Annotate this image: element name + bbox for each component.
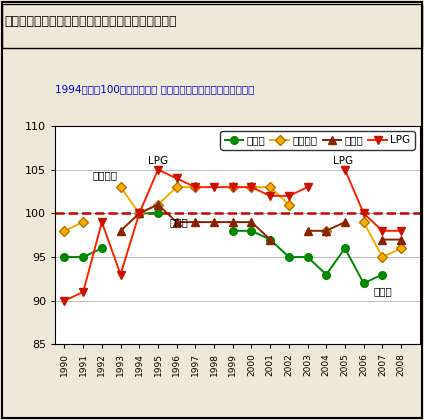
Text: LPG: LPG: [148, 156, 168, 166]
Text: LPG: LPG: [333, 156, 353, 166]
Text: 電　力: 電 力: [373, 286, 392, 296]
Text: 震災前後の兵庫県民生業務他部門最終消費指数推移: 震災前後の兵庫県民生業務他部門最終消費指数推移: [4, 15, 177, 28]
Legend: 電　力, 都市ガス, 灯　油, LPG: 電 力, 都市ガス, 灯 油, LPG: [220, 131, 415, 150]
Text: 灯　油: 灯 油: [169, 218, 188, 228]
Text: 都市ガス: 都市ガス: [92, 171, 117, 181]
Text: 1994年度を100とした指数の 大阪府・京都府に対する相対指数: 1994年度を100とした指数の 大阪府・京都府に対する相対指数: [55, 84, 254, 94]
